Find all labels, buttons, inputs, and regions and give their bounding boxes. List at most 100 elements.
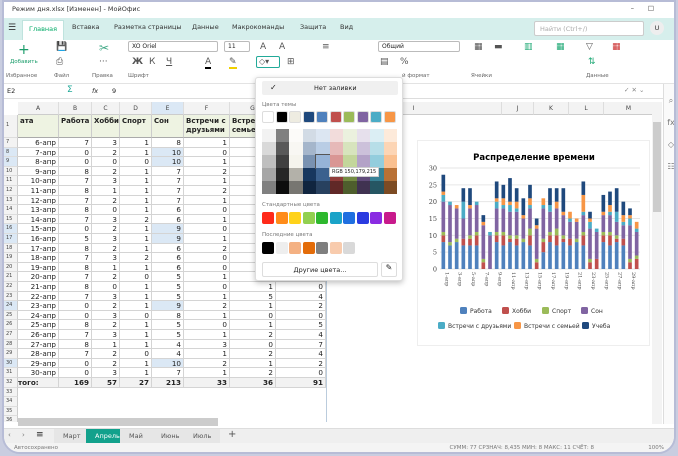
total-cell[interactable]: 36 xyxy=(230,378,276,388)
table-cell[interactable]: 1 xyxy=(120,243,152,254)
table-cell[interactable]: 0 xyxy=(120,157,152,167)
table-cell[interactable]: 7 xyxy=(152,166,184,177)
table-cell[interactable]: 1 xyxy=(230,301,276,311)
table-cell[interactable]: 13-апр xyxy=(18,205,59,215)
bar-segment[interactable] xyxy=(521,242,526,269)
header-cell[interactable]: Спорт xyxy=(120,115,152,138)
bar-segment[interactable] xyxy=(628,258,632,263)
bar-segment[interactable] xyxy=(441,194,446,202)
header-cell[interactable]: Хобби xyxy=(92,115,120,138)
table-cell[interactable]: 8 xyxy=(152,310,184,321)
table-cell[interactable]: 14-апр xyxy=(18,214,59,225)
table-cell[interactable]: 2 xyxy=(92,349,120,359)
table-cell[interactable]: 5 xyxy=(230,291,276,302)
header-cell[interactable]: Сон xyxy=(152,115,184,138)
theme-color-swatch[interactable] xyxy=(302,111,315,123)
bar-segment[interactable] xyxy=(461,218,466,239)
table-cell[interactable]: 2 xyxy=(184,166,230,177)
table-cell[interactable]: 0 xyxy=(184,147,230,158)
insert-cells-icon[interactable]: ▬ xyxy=(494,42,503,52)
table-cell[interactable]: 0 xyxy=(120,310,152,321)
pivot-icon[interactable]: ▦ xyxy=(612,42,621,52)
row-header[interactable]: 24 xyxy=(4,301,18,311)
table-cell[interactable]: 6 xyxy=(152,243,184,254)
sheet-tab[interactable]: Апрель xyxy=(86,429,129,444)
table-cell[interactable]: 0 xyxy=(184,262,230,273)
table-cell[interactable]: 0 xyxy=(120,272,152,282)
bar-segment[interactable] xyxy=(568,245,572,269)
next-sheet-icon[interactable]: › xyxy=(22,431,25,439)
table-cell[interactable]: 1 xyxy=(120,339,152,350)
theme-shade-swatch[interactable] xyxy=(315,154,331,169)
table-cell[interactable]: 2 xyxy=(230,349,276,359)
table-cell[interactable]: 7 xyxy=(59,330,92,340)
table-cell[interactable]: 8 xyxy=(59,282,92,292)
bar-segment[interactable] xyxy=(621,221,626,226)
table-cell[interactable]: 1 xyxy=(184,138,230,148)
row-header[interactable]: 29 xyxy=(4,349,18,359)
bar-segment[interactable] xyxy=(528,245,532,269)
italic-button[interactable]: К xyxy=(149,57,156,67)
bar-segment[interactable] xyxy=(568,218,572,222)
row-header[interactable]: 36 xyxy=(4,416,18,422)
theme-shade-swatch[interactable] xyxy=(275,155,289,168)
table-cell[interactable]: 8 xyxy=(152,138,184,148)
row-header[interactable]: 7 xyxy=(4,138,18,148)
table-cell[interactable]: 1 xyxy=(120,368,152,378)
bar-segment[interactable] xyxy=(581,245,586,269)
recent-color-swatch[interactable] xyxy=(289,242,301,254)
theme-shade-swatch[interactable] xyxy=(316,181,330,194)
theme-shade-swatch[interactable] xyxy=(316,142,330,155)
theme-shade-swatch[interactable] xyxy=(329,181,343,194)
bar-segment[interactable] xyxy=(474,231,479,236)
table-cell[interactable]: 0 xyxy=(59,224,92,234)
table-cell[interactable]: 1 xyxy=(120,320,152,330)
bar-segment[interactable] xyxy=(548,188,552,206)
theme-shade-swatch[interactable] xyxy=(262,181,276,194)
bar-segment[interactable] xyxy=(461,245,466,269)
table-cell[interactable]: 22-апр xyxy=(18,291,59,302)
table-cell[interactable]: 5 xyxy=(152,320,184,330)
table-cell[interactable]: 1 xyxy=(230,282,276,292)
table-cell[interactable]: 2 xyxy=(276,301,326,311)
bar-segment[interactable] xyxy=(561,238,566,243)
bar-segment[interactable] xyxy=(568,238,572,246)
bar-segment[interactable] xyxy=(474,205,479,232)
total-cell[interactable]: 91 xyxy=(276,378,326,388)
bar-segment[interactable] xyxy=(601,211,606,216)
recent-color-swatch[interactable] xyxy=(302,242,315,254)
theme-color-swatch[interactable] xyxy=(329,111,342,123)
table-cell[interactable]: 5 xyxy=(152,282,184,292)
bar-segment[interactable] xyxy=(501,235,506,246)
table-cell[interactable]: 3 xyxy=(92,310,120,321)
bar-segment[interactable] xyxy=(601,231,606,236)
bar-segment[interactable] xyxy=(494,242,499,269)
theme-shade-swatch[interactable] xyxy=(383,168,397,181)
bar-segment[interactable] xyxy=(614,188,619,212)
column-header[interactable]: C xyxy=(92,102,120,115)
bar-segment[interactable] xyxy=(528,205,532,209)
column-header[interactable]: K xyxy=(534,102,569,115)
table-cell[interactable]: 19-апр xyxy=(18,262,59,273)
table-cell[interactable]: 2 xyxy=(230,368,276,378)
table-cell[interactable]: 1 xyxy=(120,166,152,177)
standard-color-swatch[interactable] xyxy=(275,212,288,224)
row-header[interactable]: 33 xyxy=(4,387,18,398)
font-color-icon[interactable]: A xyxy=(205,57,212,69)
bar-segment[interactable] xyxy=(501,231,506,236)
header-cell[interactable]: Встречи с друзьями xyxy=(184,115,230,138)
table-cell[interactable]: 1 xyxy=(120,262,152,273)
table-cell[interactable]: 5 xyxy=(59,234,92,244)
table-cell[interactable]: 4 xyxy=(152,339,184,350)
theme-shade-swatch[interactable] xyxy=(262,155,276,168)
theme-shade-swatch[interactable] xyxy=(370,142,384,155)
table-cell[interactable]: 1 xyxy=(230,358,276,369)
table-cell[interactable]: 7 xyxy=(59,195,92,206)
table-cell[interactable]: 1 xyxy=(120,186,152,196)
bar-segment[interactable] xyxy=(628,225,632,259)
table-cell[interactable]: 15-апр xyxy=(18,224,59,234)
table-cell[interactable]: 8 xyxy=(59,186,92,196)
bar-segment[interactable] xyxy=(494,231,499,236)
table-cell[interactable]: 7-апр xyxy=(18,147,59,158)
bar-segment[interactable] xyxy=(521,218,526,239)
